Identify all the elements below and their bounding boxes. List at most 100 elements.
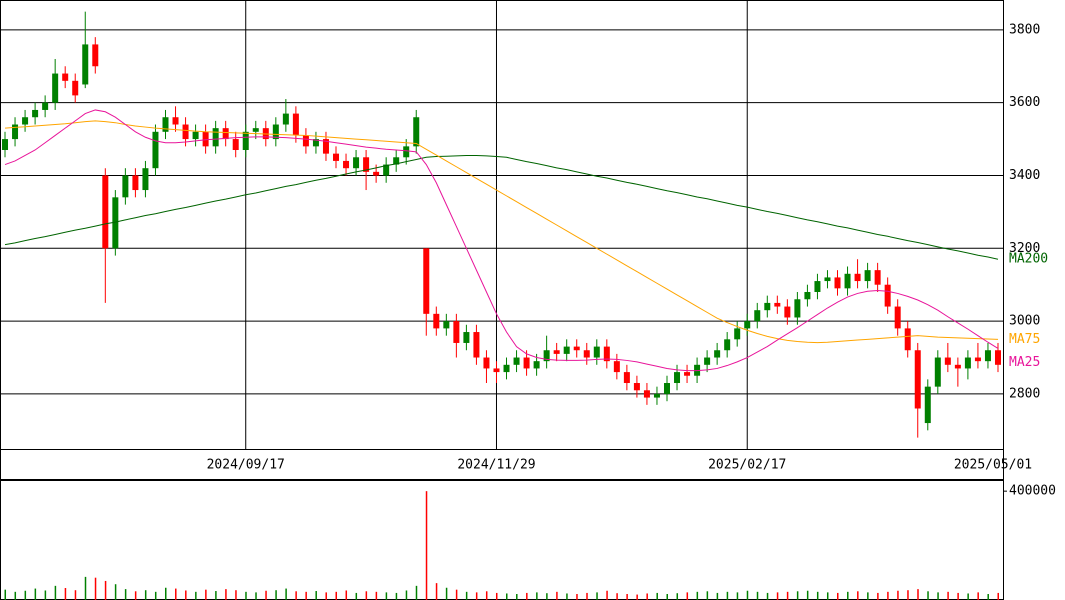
volume-bar — [716, 592, 719, 600]
volume-bar — [325, 592, 327, 600]
volume-bar — [897, 590, 899, 600]
candle-body — [633, 383, 640, 391]
candle-body — [513, 357, 520, 365]
candle-body — [493, 368, 500, 373]
volume-bar — [34, 588, 37, 600]
volume-bar — [877, 592, 879, 600]
candle-body — [162, 117, 169, 132]
candle-body — [443, 321, 450, 329]
volume-bar — [255, 592, 257, 600]
candle-body — [32, 109, 39, 118]
volume-bar — [796, 591, 799, 600]
volume-bar — [887, 591, 889, 600]
candle-body — [724, 339, 731, 351]
y-tick-label: 3800 — [1009, 22, 1040, 37]
volume-bar — [435, 583, 438, 600]
volume-bar — [164, 587, 167, 600]
moving-average — [4, 154, 999, 260]
candle-body — [122, 175, 129, 198]
candle-body — [904, 328, 911, 351]
volume-bar — [175, 588, 177, 600]
y-tick-label: 3600 — [1009, 95, 1040, 110]
volume-bar — [526, 592, 528, 600]
volume-bar — [586, 592, 588, 600]
volume-bar — [686, 592, 689, 600]
candle-body — [643, 390, 650, 398]
candle-body — [754, 310, 761, 322]
candle-body — [423, 248, 430, 314]
volume-bar — [746, 590, 749, 600]
candle-body — [282, 113, 289, 125]
volume-bar — [566, 593, 568, 600]
candle-body — [353, 157, 360, 169]
volume-bar — [445, 587, 448, 600]
candle-body — [854, 273, 861, 282]
candle-body — [152, 131, 159, 169]
candle-body — [483, 357, 490, 369]
candle-body — [433, 313, 440, 329]
candle-body — [684, 372, 691, 376]
candle-body — [52, 73, 59, 103]
volume-panel — [0, 480, 1004, 600]
candle-body — [322, 139, 329, 154]
volume-bar — [907, 590, 909, 600]
volume-bar — [114, 584, 117, 600]
volume-bar — [64, 588, 67, 600]
candle-body — [473, 332, 480, 358]
volume-bar — [24, 590, 27, 600]
volume-bar — [144, 590, 147, 600]
candle-body — [543, 350, 550, 362]
volume-bar — [596, 592, 598, 600]
volume-bar — [626, 594, 628, 600]
candle-body — [413, 117, 420, 147]
volume-bar — [84, 576, 87, 600]
volume-bar — [987, 594, 989, 600]
candle-body — [132, 175, 139, 191]
volume-bar — [837, 592, 839, 600]
candle-body — [583, 350, 590, 358]
volume-bar — [726, 591, 729, 600]
candle-body — [784, 306, 791, 318]
volume-bar — [556, 591, 558, 600]
candle-body — [764, 302, 771, 311]
candle-body — [142, 168, 149, 191]
volume-bar — [766, 592, 769, 600]
candle-body — [453, 321, 460, 343]
volume-bar — [536, 592, 538, 600]
volume-tick-label: 400000 — [1009, 484, 1056, 499]
volume-bar — [195, 591, 197, 600]
volume-bar — [646, 593, 648, 600]
volume-bar — [385, 592, 388, 600]
candle-body — [844, 273, 851, 289]
volume-bar — [495, 592, 498, 600]
candle-body — [242, 131, 249, 150]
volume-bar — [185, 590, 187, 600]
volume-bar — [134, 591, 137, 600]
candle-body — [874, 270, 881, 285]
candle-body — [182, 124, 189, 140]
candle-body — [744, 321, 751, 329]
candle-body — [463, 332, 470, 343]
volume-bar — [957, 592, 959, 600]
volume-bar — [345, 590, 348, 600]
volume-bar — [305, 591, 307, 600]
volume-bar — [756, 591, 759, 600]
moving-average — [4, 120, 999, 344]
y-tick-label: 3400 — [1009, 168, 1040, 183]
date-axis — [0, 449, 1004, 480]
candle-body — [994, 350, 1001, 365]
candle-body — [92, 44, 99, 67]
volume-bar — [616, 593, 618, 600]
volume-bar — [806, 590, 809, 600]
volume-bar — [816, 591, 819, 600]
y-tick-label: 2800 — [1009, 386, 1040, 401]
volume-bar — [516, 594, 518, 600]
candle-body — [42, 102, 49, 110]
candle-body — [934, 357, 941, 387]
volume-bar — [335, 591, 338, 600]
candle-body — [503, 364, 510, 373]
x-tick-label: 2024/11/29 — [457, 458, 535, 473]
volume-bar — [977, 592, 979, 600]
volume-bar — [666, 594, 668, 600]
candle-body — [333, 153, 340, 161]
